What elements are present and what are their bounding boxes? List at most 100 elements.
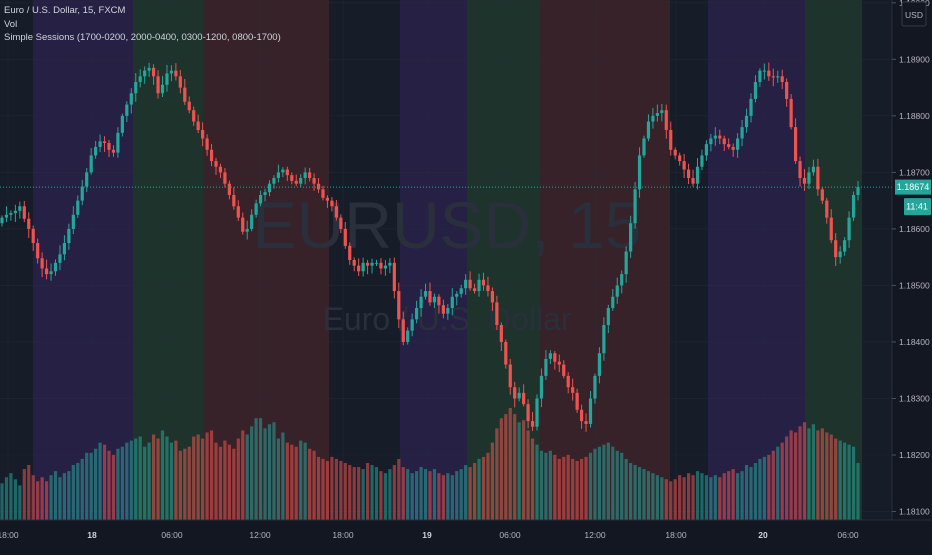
currency-button[interactable]: [901, 1, 927, 27]
volume-bar: [802, 422, 807, 520]
candle-body: [606, 308, 610, 325]
volume-bar: [798, 426, 802, 520]
candle-body: [201, 130, 205, 139]
volume-bar: [196, 434, 200, 520]
volume-bar: [80, 458, 84, 520]
volume-bar: [160, 430, 165, 520]
candle-body: [629, 223, 633, 252]
candle-body: [441, 305, 445, 314]
candle-body: [44, 268, 49, 275]
volume-bar: [468, 467, 472, 520]
volume-bar: [700, 473, 704, 520]
volume-bar: [829, 434, 833, 520]
candle-body: [432, 296, 437, 303]
volume-bar: [348, 465, 352, 520]
candle-body: [325, 197, 330, 201]
candle-body: [704, 144, 709, 156]
candle-body: [660, 110, 664, 114]
price-tick-label: 1.18800: [899, 111, 930, 121]
last-price-badge: [895, 179, 931, 195]
volume-bar: [294, 446, 298, 520]
candle-body: [495, 302, 499, 325]
volume-bar: [31, 475, 35, 520]
candle-body: [437, 296, 441, 306]
volume-bar: [316, 456, 321, 520]
legend-sessions[interactable]: Simple Sessions (1700-0200, 2000-0400, 0…: [4, 32, 281, 43]
candle-body: [67, 228, 71, 244]
candle-body: [602, 325, 606, 354]
session-band: [862, 0, 892, 520]
candle-body: [455, 293, 459, 297]
volume-bar: [718, 477, 722, 520]
candle-body: [793, 127, 798, 162]
volume-bar: [820, 428, 824, 520]
candle-body: [459, 288, 463, 294]
candle-body: [490, 291, 495, 303]
volume-bar: [490, 442, 495, 520]
volume-bar: [281, 432, 285, 520]
volume-bar: [548, 450, 552, 520]
candle-body: [22, 206, 26, 219]
candle-body: [655, 113, 659, 116]
candle-body: [727, 144, 731, 147]
candle-body: [160, 84, 165, 94]
candle-body: [758, 70, 762, 82]
candle-body: [76, 200, 80, 215]
volume-bar: [134, 438, 138, 520]
volume-bar: [334, 458, 338, 520]
candle-body: [744, 115, 749, 128]
candle-body: [615, 285, 619, 297]
volume-bar: [651, 473, 655, 520]
volume-bar: [40, 477, 44, 520]
candle-body: [357, 265, 361, 272]
volume-bar: [780, 442, 784, 520]
volume-bar: [740, 471, 744, 520]
candle-body: [526, 404, 530, 422]
volume-bar: [343, 462, 347, 520]
volume-bar: [143, 446, 147, 520]
volume-bar: [94, 448, 98, 520]
candle-body: [111, 149, 116, 153]
candle-body: [535, 398, 539, 427]
volume-bar: [597, 446, 602, 520]
candle-body: [499, 325, 503, 342]
volume-bar: [477, 458, 481, 520]
candle-body: [388, 262, 392, 266]
price-tick-label: 1.18600: [899, 224, 930, 234]
volume-bar: [379, 471, 383, 520]
candle-body: [816, 166, 820, 190]
candles: [0, 62, 860, 432]
volume-bar: [205, 432, 209, 520]
legend-volume[interactable]: Vol: [4, 18, 18, 30]
candle-body: [825, 200, 829, 218]
candle-body: [272, 178, 276, 184]
candle-body: [428, 291, 432, 303]
candle-body: [401, 319, 405, 342]
volume-bar: [156, 438, 160, 520]
volume-bar: [151, 434, 156, 520]
volume-bar: [851, 446, 856, 520]
candle-body: [718, 135, 722, 139]
volume-bar: [209, 430, 214, 520]
volume-bar: [129, 440, 133, 520]
candle-body: [807, 172, 811, 184]
candle-body: [397, 291, 401, 320]
legend-symbol[interactable]: Euro / U.S. Dollar, 15, FXCM: [4, 5, 126, 16]
candle-body: [423, 291, 428, 297]
time-axis-label: 06:00: [499, 530, 521, 540]
candle-body: [802, 178, 807, 184]
volume-bar: [673, 479, 677, 520]
volume-bar: [13, 479, 17, 520]
candle-body: [780, 76, 784, 82]
volume-bar: [624, 458, 628, 520]
candle-body: [120, 115, 124, 133]
volume-bar: [522, 420, 526, 520]
volume-bar: [183, 448, 187, 520]
volume-bar: [374, 467, 379, 520]
volume-bar: [125, 442, 129, 520]
volume-bar: [749, 467, 753, 520]
candle-body: [597, 353, 602, 376]
candle-body: [223, 172, 227, 184]
